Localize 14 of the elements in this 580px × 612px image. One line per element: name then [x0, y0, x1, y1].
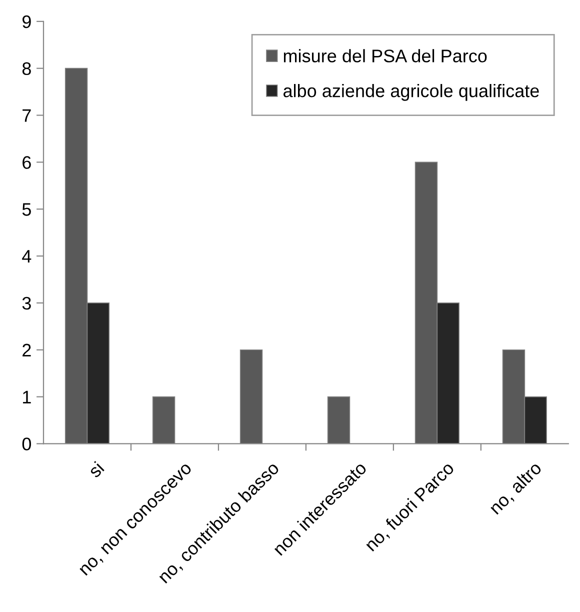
y-tick-label: 9 [22, 15, 31, 28]
y-tick-label: 0 [22, 438, 31, 450]
y-tick-label: 7 [22, 109, 31, 122]
y-tick-label: 3 [22, 296, 31, 310]
x-tick-label: si [87, 460, 105, 478]
y-tick-label: 6 [22, 156, 31, 169]
y-tick-label: 4 [22, 250, 32, 263]
legend-label: misure del PSA del Parco [284, 49, 487, 62]
y-tick-label: 5 [22, 203, 31, 216]
x-tick-label: no, altro [488, 460, 544, 516]
y-tick-label: 2 [22, 344, 31, 356]
y-tick-label: 8 [22, 62, 31, 76]
legend-label: albo aziende agricole qualificate [284, 84, 539, 101]
y-tick-label: 1 [23, 390, 31, 404]
